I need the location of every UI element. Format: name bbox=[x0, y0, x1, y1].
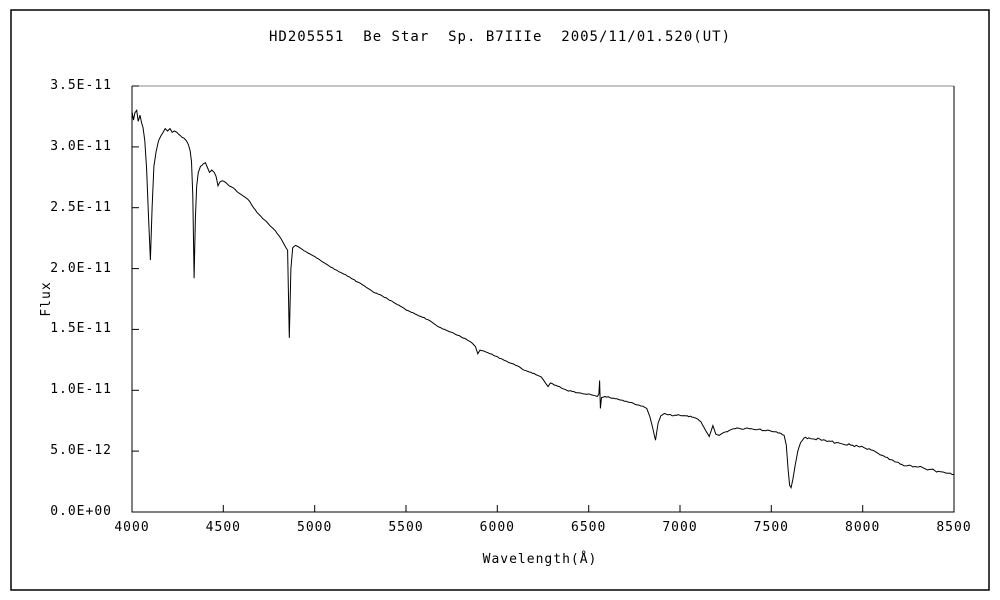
x-tick-label: 5500 bbox=[388, 520, 424, 535]
x-tick-label: 5000 bbox=[297, 520, 333, 535]
y-tick-label: 0.0E+00 bbox=[50, 504, 112, 519]
y-tick-label: 5.0E-12 bbox=[50, 443, 112, 459]
x-tick-label: 6000 bbox=[479, 520, 515, 535]
x-tick-label: 6500 bbox=[571, 520, 607, 535]
x-tick-label: 7000 bbox=[662, 520, 698, 535]
y-tick-label: 1.0E-11 bbox=[50, 382, 112, 398]
plot-frame-axes bbox=[131, 86, 955, 513]
x-tick-label: 4500 bbox=[205, 520, 241, 535]
y-tick-label: 2.0E-11 bbox=[50, 260, 112, 276]
y-tick-label: 3.5E-11 bbox=[50, 78, 112, 93]
x-tick-label: 8000 bbox=[845, 520, 881, 535]
y-tick-label: 2.5E-11 bbox=[50, 199, 112, 215]
x-tick-label: 8500 bbox=[936, 520, 972, 535]
tick-marks bbox=[131, 85, 955, 513]
y-tick-label: 3.0E-11 bbox=[50, 138, 112, 154]
y-tick-label: 1.5E-11 bbox=[50, 321, 112, 337]
x-axis-title: Wavelength(Å) bbox=[482, 552, 598, 567]
outer-border bbox=[10, 9, 990, 591]
chart-title: HD205551 Be Star Sp. B7IIIe 2005/11/01.5… bbox=[268, 29, 731, 45]
x-tick-label: 4000 bbox=[114, 520, 150, 535]
spectrum-line bbox=[131, 108, 955, 490]
x-tick-label: 7500 bbox=[753, 520, 789, 535]
